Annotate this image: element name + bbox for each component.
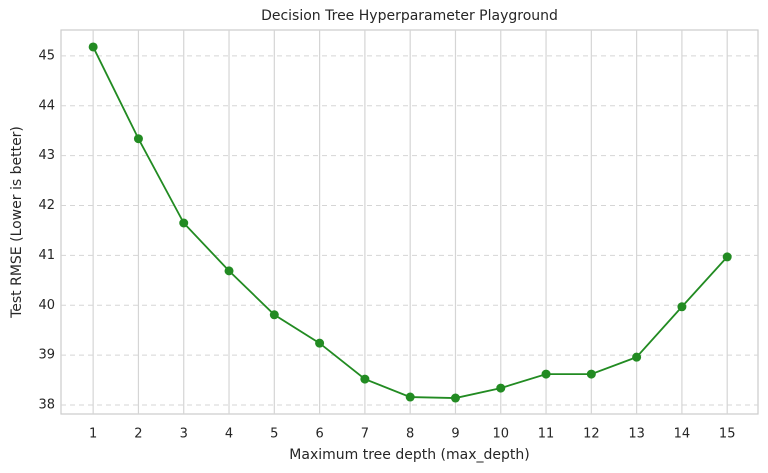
x-tick-label: 3 [180,427,188,442]
x-tick-label: 9 [451,427,459,442]
y-tick-label: 42 [38,198,55,213]
data-point [224,266,234,276]
y-tick-label: 43 [38,148,55,163]
y-axis-label: Test RMSE (Lower is better) [9,126,25,319]
data-point [450,393,460,403]
x-tick-label: 5 [270,427,278,442]
data-point [722,252,732,262]
data-point [405,392,415,402]
x-tick-label: 15 [719,427,736,442]
y-tick-label: 41 [38,248,55,263]
plot-frame [60,29,759,415]
x-tick-label: 14 [674,427,691,442]
y-tick-label: 39 [38,348,55,363]
data-point [179,218,189,228]
data-point [269,310,279,320]
data-point [88,42,98,52]
y-tick-label: 38 [38,398,55,413]
data-point [315,338,325,348]
y-tick-label: 44 [38,98,55,113]
data-point [360,374,370,384]
x-tick-label: 8 [406,427,414,442]
data-point [133,134,143,144]
x-tick-label: 7 [361,427,369,442]
data-point [496,383,506,393]
x-tick-label: 13 [628,427,645,442]
data-point [541,369,551,379]
data-point [586,369,596,379]
x-tick-label: 6 [315,427,323,442]
x-tick-label: 2 [134,427,142,442]
data-point [632,352,642,362]
x-tick-label: 4 [225,427,233,442]
x-tick-label: 12 [583,427,600,442]
x-axis-label: Maximum tree depth (max_depth) [289,447,529,463]
data-point [677,302,687,312]
y-tick-label: 40 [38,298,55,313]
chart-title: Decision Tree Hyperparameter Playground [261,8,558,24]
x-tick-label: 10 [492,427,509,442]
x-tick-label: 1 [89,427,97,442]
x-tick-label: 11 [538,427,555,442]
y-tick-label: 45 [38,48,55,63]
